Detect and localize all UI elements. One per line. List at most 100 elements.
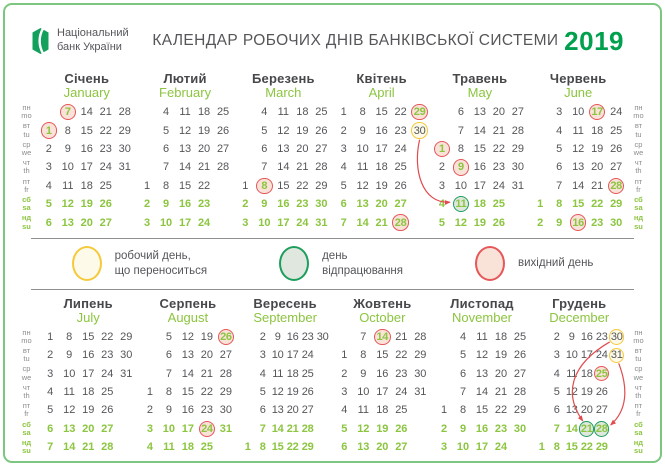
month-name-en: November: [452, 309, 512, 325]
day-cell: 14: [356, 216, 369, 229]
day-cell: 13: [181, 349, 195, 362]
day-cell: 21: [395, 330, 408, 343]
day-cell: 16: [375, 124, 388, 137]
day-cell: 2: [341, 367, 348, 380]
day-cell: 28: [219, 367, 233, 380]
day-cell: 9: [261, 198, 268, 211]
day-cell: 17: [473, 179, 487, 192]
day-cell: 6: [553, 404, 560, 417]
day-cell: 11: [277, 106, 290, 119]
day-cell: 12: [271, 386, 284, 399]
day-cell: 8: [255, 177, 274, 195]
day-cell: 31: [120, 367, 133, 380]
day-cell: 30: [610, 216, 623, 229]
day-cell: 13: [61, 216, 74, 229]
day-cell: 15: [375, 106, 388, 119]
day-cell: 1: [242, 179, 249, 192]
day-cell: 26: [315, 124, 328, 137]
day-cell: 2: [340, 124, 347, 137]
month-grid: 4 11 18 25 5 12 19 26 6 13 20 27 7 14 21 28 1 8 15 22 29 2 9 16…: [435, 328, 530, 457]
day-cell: 4: [556, 124, 563, 137]
weekday-en: su: [634, 446, 643, 456]
day-cell: 11: [272, 367, 284, 380]
day-cell: 24: [197, 420, 216, 438]
day-cell: 13: [572, 161, 585, 174]
day-cell: 20: [286, 404, 299, 417]
day-cell: 31: [219, 422, 233, 435]
month-name-ua: Серпень: [159, 295, 217, 311]
month-grid: 6 13 20 27 7 14 21 28 1 8 15 22 29 2 9 16 23 30 3 10 17 24 31 4…: [432, 103, 527, 232]
day-cell: 10: [162, 422, 176, 435]
day-cell: 20: [492, 106, 506, 119]
day-cell: 26: [492, 216, 506, 229]
day-december-25-holiday: 25: [593, 365, 610, 382]
day-cell: 9: [165, 404, 172, 417]
day-cell: 18: [375, 161, 388, 174]
day-cell: [534, 346, 549, 364]
weekday-label-we: ср we: [17, 365, 36, 383]
day-cell: 1: [440, 404, 448, 417]
day-cell: 15: [82, 330, 95, 343]
day-cell: 13: [271, 404, 284, 417]
day-december-28-workoff: 28: [593, 421, 610, 437]
day-cell: 14: [178, 161, 192, 174]
day-cell: 4: [163, 106, 170, 119]
day-cell: 22: [394, 106, 407, 119]
day-cell: 18: [580, 367, 593, 380]
day-cell: 25: [301, 367, 314, 380]
day-cell: 21: [591, 179, 604, 192]
day-cell: [236, 140, 255, 158]
day-cell: [240, 346, 255, 364]
day-cell: 20: [375, 198, 388, 211]
weekday-en: tu: [23, 354, 30, 364]
month-grid: 7 14 21 28 1 8 15 22 29 2 9 16 23 30 3 10 17 24 31 4 11 18 25 5…: [39, 103, 134, 232]
day-cell: 27: [395, 441, 408, 454]
day-cell: 9: [568, 330, 575, 343]
month-name-ua: Вересень: [253, 295, 317, 311]
day-cell: 6: [459, 367, 467, 380]
day-cell: [214, 213, 233, 231]
month-january: Січень January 7 14 21 28 1 8 15 22 29 2 9 16 23 30 3 10 1…: [39, 72, 134, 232]
day-cell: 9: [359, 124, 366, 137]
nbu-logo: Національний банк України: [31, 27, 129, 55]
day-cell: [315, 420, 330, 438]
day-cell: 21: [494, 386, 508, 399]
day-cell: 13: [473, 106, 487, 119]
day-cell: [117, 420, 136, 438]
weekday-en: th: [23, 391, 30, 401]
day-cell: 10: [357, 386, 370, 399]
weekday-ua: сб: [634, 419, 643, 429]
day-cell: 14: [271, 422, 284, 435]
day-cell: 25: [492, 198, 506, 211]
day-cell: 11: [163, 441, 175, 454]
day-cell: 8: [163, 179, 170, 192]
day-cell: 14: [80, 106, 93, 119]
day-cell: 5: [556, 142, 563, 155]
day-cell: 22: [591, 198, 604, 211]
weekday-label-fr: пт fr: [629, 401, 648, 419]
day-cell: 30: [410, 121, 429, 139]
day-cell: [534, 365, 549, 383]
day-cell: 8: [359, 106, 366, 119]
day-cell: 28: [315, 161, 328, 174]
day-cell: 6: [261, 142, 268, 155]
day-cell: 18: [80, 179, 93, 192]
weekday-label-su: нд su: [17, 438, 36, 456]
day-cell: 13: [356, 198, 369, 211]
day-cell: 27: [513, 367, 527, 380]
weekday-label-mo: пн mo: [629, 103, 648, 121]
day-may-1-holiday: 1: [433, 140, 451, 158]
day-cell: 20: [494, 367, 508, 380]
day-cell: 26: [216, 124, 230, 137]
calendar-bottom-half: пн mo вт tu ср we чт th пт fr сб sa нд su Липень July 1 8…: [5, 292, 660, 457]
day-cell: 21: [99, 106, 112, 119]
day-cell: 20: [296, 142, 309, 155]
day-cell: 8: [556, 198, 563, 211]
day-may-9-holiday: 9: [452, 159, 470, 176]
workoff-day-ellipse-icon: [279, 246, 310, 282]
day-august-24-holiday: 24: [198, 420, 216, 438]
weekday-en: mo: [633, 111, 644, 121]
day-cell: [411, 420, 430, 438]
day-cell: 7: [58, 103, 77, 121]
month-grid: 2 9 16 23 30 3 10 17 24 4 11 18 25 5 12 19 26 6 13 20 27 7 14 2…: [240, 328, 330, 457]
